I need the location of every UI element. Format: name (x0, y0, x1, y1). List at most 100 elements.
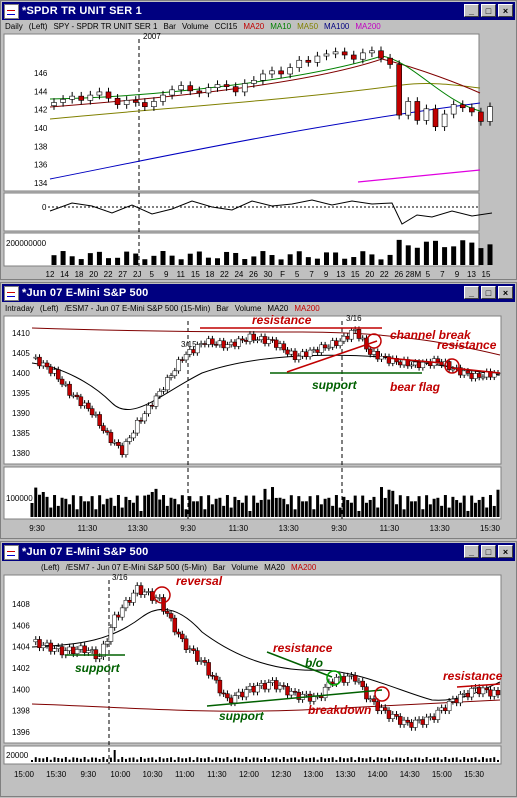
volume-bar (245, 757, 248, 762)
volume-label: Volume (181, 22, 209, 31)
support-annotation: support (312, 378, 358, 392)
candle-body (112, 441, 117, 444)
candle-body (266, 339, 272, 344)
candle-body (52, 648, 57, 652)
volume-bar (290, 757, 293, 762)
volume-bar (335, 759, 338, 762)
candle-body (334, 340, 339, 346)
x-tick: 22 (380, 270, 389, 279)
close-button[interactable]: × (498, 545, 513, 558)
volume-bar (462, 495, 466, 517)
minimize-button[interactable]: _ (464, 545, 479, 558)
candle-body (435, 358, 441, 363)
volume-bar (116, 495, 120, 517)
volume-tick: 20000 (6, 751, 29, 760)
price-bars (33, 326, 501, 458)
close-button[interactable]: × (498, 4, 513, 17)
candle-body (262, 683, 268, 690)
y-tick: 1408 (12, 600, 30, 609)
minimize-button[interactable]: _ (464, 286, 479, 299)
candle-body (172, 370, 178, 377)
volume-bar (64, 498, 68, 517)
volume-bar (466, 758, 469, 762)
volume-bar (410, 759, 413, 762)
candle-body (161, 389, 166, 392)
volume-bar (115, 257, 121, 265)
volume-bar (181, 758, 184, 762)
volume-bar (314, 258, 320, 265)
volume-bar (51, 255, 57, 265)
candle-body (251, 80, 257, 84)
volume-bar (155, 759, 158, 762)
volume-bar (255, 502, 259, 517)
volume-bar (324, 758, 327, 762)
maximize-button[interactable]: □ (481, 545, 496, 558)
volume-bar (406, 496, 410, 517)
volume-bar (248, 510, 252, 517)
x-tick: 18 (205, 270, 214, 279)
x-tick: 11:30 (207, 770, 227, 779)
x-tick: 14:00 (368, 770, 389, 779)
candle-body (146, 591, 151, 593)
volume-bar (180, 495, 184, 517)
volume-bar (60, 497, 64, 517)
y-tick: 1396 (12, 728, 30, 737)
candle-body (33, 356, 39, 359)
volume-bar (275, 757, 278, 762)
candle-body (104, 641, 110, 645)
y-tick: 1395 (12, 389, 30, 398)
volume-bar (296, 251, 302, 265)
close-button[interactable]: × (498, 286, 513, 299)
x-tick: 28M (406, 270, 422, 279)
style-label: Bar (216, 304, 229, 313)
volume-bar (421, 509, 425, 517)
titlebar[interactable]: *Jun 07 E-Mini S&P 500 _ □ × (2, 284, 515, 302)
volume-bar (192, 501, 196, 517)
titlebar[interactable]: *Jun 07 E-Mini S&P 500 _ □ × (2, 543, 515, 561)
x-tick: 11:30 (380, 524, 400, 533)
volume-bar (34, 487, 38, 517)
candle-body (461, 370, 467, 376)
maximize-button[interactable]: □ (481, 286, 496, 299)
volume-bar (297, 759, 300, 762)
candle-body (183, 354, 189, 361)
support-line (206, 689, 383, 707)
minimize-button[interactable]: _ (464, 4, 479, 17)
volume-bar (396, 239, 402, 265)
candle-body (78, 95, 85, 101)
candle-body (458, 694, 463, 704)
candle-body (165, 377, 170, 391)
candle-body (116, 614, 121, 618)
price-panel (3, 574, 502, 744)
volume-bar (143, 758, 146, 762)
candle-body (262, 336, 268, 344)
candle-body (420, 361, 426, 369)
volume-bar (339, 757, 342, 762)
candle-body (375, 701, 380, 712)
candle-body (191, 349, 196, 354)
volume-bar (460, 240, 466, 265)
volume-bar (278, 497, 282, 517)
candle-body (89, 649, 95, 651)
volume-bar (331, 505, 335, 517)
x-tick: 13:30 (279, 524, 300, 533)
volume-bar (428, 504, 432, 517)
cci-zero-label: 0 (42, 203, 47, 212)
candle-body (341, 335, 347, 342)
volume-bar (470, 495, 474, 517)
x-tick: 10:30 (143, 770, 164, 779)
candle-body (352, 675, 358, 682)
ma10-line (49, 55, 481, 112)
candle-body (292, 691, 298, 693)
maximize-button[interactable]: □ (481, 4, 496, 17)
x-tick: 30 (264, 270, 273, 279)
volume-bar (87, 253, 93, 265)
volume-bar (241, 758, 244, 762)
volume-bar (342, 758, 345, 762)
titlebar[interactable]: *SPDR TR UNIT SER 1 _ □ × (2, 2, 515, 20)
candle-body (217, 340, 223, 346)
es-15min-window: *Jun 07 E-Mini S&P 500 _ □ × Intraday (L… (0, 282, 517, 539)
volume-bar (417, 496, 421, 517)
volume-bar (361, 495, 365, 517)
candle-body (180, 359, 185, 361)
